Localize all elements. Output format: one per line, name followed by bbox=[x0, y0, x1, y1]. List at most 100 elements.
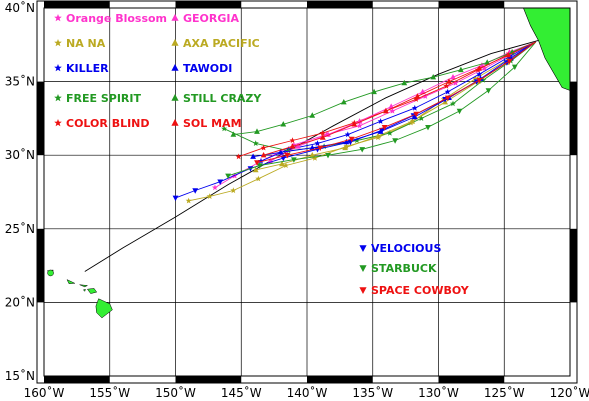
track-position-marker bbox=[506, 58, 513, 65]
track-position-marker bbox=[418, 115, 425, 121]
track-position-marker bbox=[280, 121, 287, 127]
track-position-marker bbox=[311, 154, 318, 161]
frame-bar bbox=[44, 376, 110, 383]
legend-item: STILL CRAZY bbox=[171, 92, 262, 105]
track-line bbox=[260, 41, 537, 162]
track-position-marker bbox=[284, 153, 291, 159]
legend-item: Orange Blossom bbox=[54, 12, 167, 25]
track-position-marker bbox=[260, 152, 267, 158]
track-position-marker bbox=[472, 75, 479, 82]
plot-border bbox=[43, 7, 571, 377]
legend-boat-name: KILLER bbox=[66, 62, 109, 75]
track-position-marker bbox=[217, 179, 224, 185]
track-position-marker bbox=[255, 175, 262, 182]
frame-bar bbox=[37, 228, 44, 303]
legend-item: KILLER bbox=[54, 62, 109, 75]
track-position-marker bbox=[343, 143, 350, 149]
legend-boat-name: COLOR BLIND bbox=[66, 117, 150, 130]
track-position-marker bbox=[254, 160, 260, 166]
hawaii-island bbox=[82, 288, 86, 292]
legend-item: AXA PACIFIC bbox=[171, 37, 260, 50]
frame-bar bbox=[438, 376, 505, 383]
lat-tick-label: 30˚N bbox=[5, 147, 35, 162]
legend-item: FREE SPIRIT bbox=[54, 92, 141, 105]
frame-bar bbox=[570, 228, 577, 303]
boat-legend: Orange Blossom NA NA KILLER FREE SPIRIT COLO… bbox=[54, 12, 470, 297]
frame-bar bbox=[307, 1, 373, 8]
track-position-marker bbox=[340, 99, 347, 105]
legend-marker bbox=[359, 265, 367, 272]
track-position-marker bbox=[414, 93, 421, 99]
legend-marker bbox=[54, 119, 62, 127]
track-position-marker bbox=[289, 143, 296, 149]
lat-tick-label: 20˚N bbox=[5, 294, 35, 309]
frame-bar bbox=[175, 1, 242, 8]
track-position-marker bbox=[511, 64, 518, 71]
track-position-marker bbox=[289, 137, 296, 144]
legend-marker bbox=[171, 64, 179, 71]
track-position-marker bbox=[430, 74, 437, 80]
legend-boat-name: SPACE COWBOY bbox=[371, 284, 470, 297]
track-position-marker bbox=[260, 144, 267, 151]
legend-item: GEORGIA bbox=[171, 12, 239, 25]
lon-tick-label: 160˚W bbox=[24, 385, 65, 400]
track-position-marker bbox=[377, 118, 384, 124]
destination-marker bbox=[47, 269, 54, 277]
lat-tick-label: 25˚N bbox=[5, 221, 35, 236]
axis-tick-labels: 160˚W 155˚W 150˚W 145˚W 140˚W 135˚W 130˚W 125˚W… bbox=[5, 0, 589, 400]
track-position-marker bbox=[172, 195, 179, 202]
track-position-marker bbox=[348, 136, 355, 143]
track-position-marker bbox=[458, 66, 464, 73]
track-position-marker bbox=[443, 82, 450, 89]
track-position-marker bbox=[317, 145, 323, 151]
land-masses bbox=[46, 8, 570, 319]
hawaii-island bbox=[95, 298, 113, 319]
legend-marker bbox=[171, 119, 179, 126]
track-position-marker bbox=[401, 79, 408, 86]
track-position-marker bbox=[280, 155, 287, 162]
legend-marker bbox=[171, 14, 179, 21]
legend-boat-name: VELOCIOUS bbox=[371, 242, 441, 255]
track-position-marker bbox=[476, 71, 483, 77]
boat-track bbox=[225, 41, 537, 179]
track-position-marker bbox=[413, 96, 420, 102]
legend-boat-name: STARBUCK bbox=[371, 262, 437, 275]
legend-boat-name: AXA PACIFIC bbox=[183, 37, 260, 50]
lon-tick-label: 120˚W bbox=[550, 385, 589, 400]
track-position-marker bbox=[505, 51, 512, 58]
hawaii-island bbox=[86, 288, 98, 294]
track-position-marker bbox=[449, 100, 456, 107]
track-position-marker bbox=[252, 140, 259, 146]
track-position-marker bbox=[481, 65, 488, 71]
track-position-marker bbox=[185, 197, 192, 204]
track-position-marker bbox=[211, 184, 218, 191]
frame-bars bbox=[37, 1, 577, 383]
track-position-marker bbox=[353, 137, 360, 144]
legend-boat-name: FREE SPIRIT bbox=[66, 92, 141, 105]
legend-marker bbox=[171, 39, 179, 46]
lon-tick-label: 155˚W bbox=[89, 385, 130, 400]
boat-tracks bbox=[172, 41, 537, 204]
track-position-marker bbox=[279, 160, 285, 167]
track-position-marker bbox=[409, 118, 416, 124]
track-position-marker bbox=[381, 125, 388, 131]
frame-bar bbox=[438, 1, 505, 8]
legend-item: SPACE COWBOY bbox=[359, 284, 470, 297]
track-position-marker bbox=[422, 93, 429, 99]
track-position-marker bbox=[389, 107, 396, 114]
track-position-marker bbox=[476, 77, 483, 84]
track-position-marker bbox=[309, 144, 316, 151]
legend-marker bbox=[54, 39, 62, 47]
lon-tick-label: 135˚W bbox=[352, 385, 393, 400]
legend-boat-name: NA NA bbox=[66, 37, 106, 50]
track-position-marker bbox=[254, 128, 260, 134]
legend-marker bbox=[54, 64, 62, 72]
frame-bar bbox=[307, 376, 373, 383]
legend-item: TAWODI bbox=[171, 62, 232, 75]
lon-tick-label: 125˚W bbox=[484, 385, 525, 400]
track-position-marker bbox=[392, 138, 398, 144]
lon-tick-label: 140˚W bbox=[287, 385, 328, 400]
legend-marker bbox=[359, 287, 367, 294]
track-position-marker bbox=[444, 88, 451, 95]
